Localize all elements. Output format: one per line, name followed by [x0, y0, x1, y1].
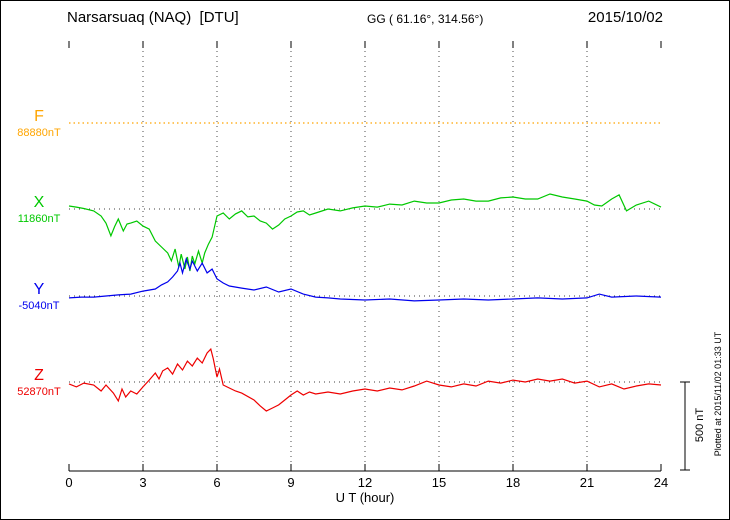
x-tick-label: 15: [432, 475, 446, 490]
component-value-z: 52870nT: [17, 386, 61, 398]
component-value-y: -5040nT: [18, 300, 60, 312]
component-value-x: 11860nT: [17, 213, 61, 225]
x-tick-label: 18: [506, 475, 520, 490]
scale-bar-label: 500 nT: [694, 407, 706, 443]
trace-X: [68, 193, 662, 272]
trace-Y: [68, 257, 662, 302]
x-tick-label: 9: [287, 475, 294, 490]
component-label-x: X: [33, 194, 45, 211]
component-label-z: Z: [34, 367, 44, 384]
gg-coordinates: GG ( 61.16°, 314.56°): [367, 12, 484, 26]
x-tick-label: 0: [65, 475, 72, 490]
component-label-y: Y: [33, 281, 45, 298]
x-tick-label: 21: [580, 475, 594, 490]
x-tick-label: 12: [358, 475, 372, 490]
x-tick-label: 3: [139, 475, 146, 490]
x-axis-label: U T (hour): [335, 490, 395, 505]
station-title: Narsarsuaq (NAQ) [DTU]: [67, 9, 239, 26]
trace-Z: [68, 347, 662, 412]
component-value-f: 88880nT: [17, 127, 61, 139]
x-tick-label: 24: [654, 475, 668, 490]
component-label-f: F: [34, 108, 44, 125]
plotted-at-note: Plotted at 2015/11/02 01:33 UT: [713, 331, 723, 457]
x-tick-label: 6: [213, 475, 220, 490]
plot-date: 2015/10/02: [587, 9, 663, 26]
